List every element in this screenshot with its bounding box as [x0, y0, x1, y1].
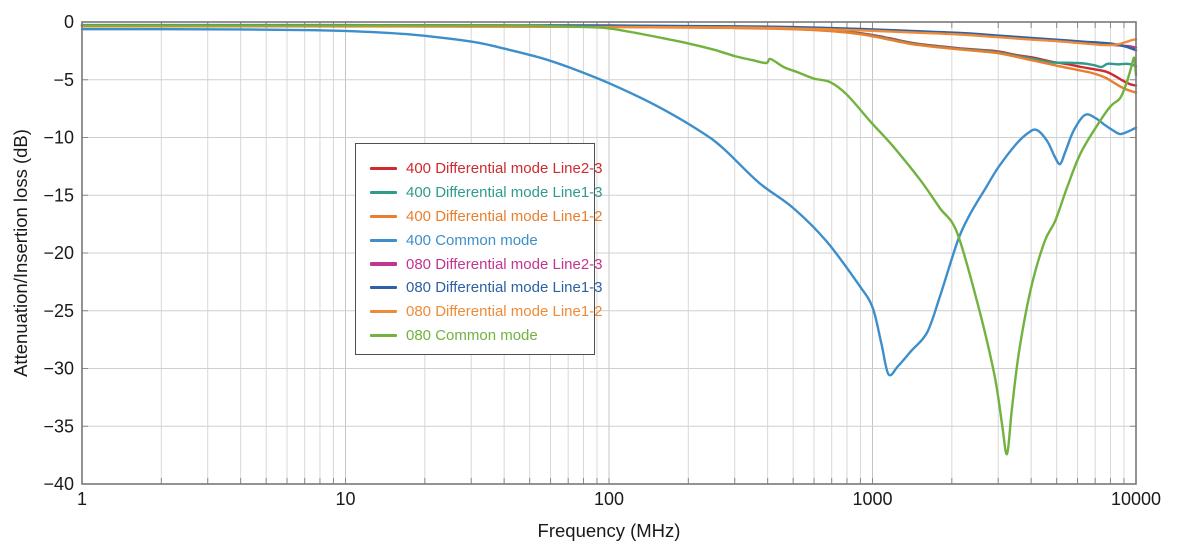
y-axis-title: Attenuation/Insertion loss (dB) — [10, 129, 31, 377]
series-line-3 — [80, 28, 1138, 377]
legend-item-label: 400 Common mode — [406, 231, 538, 249]
y-tick-label: −10 — [43, 128, 74, 148]
x-tick-label: 10 — [335, 489, 355, 509]
x-tick-label: 10000 — [1111, 489, 1161, 509]
legend-line-swatch — [370, 262, 397, 266]
legend-line-swatch — [370, 214, 397, 219]
series-line-7 — [80, 24, 1138, 456]
legend-line-swatch — [370, 191, 397, 195]
legend-line-swatch — [370, 238, 397, 242]
legend-item-6: 080 Differential mode Line1-2 — [370, 300, 603, 324]
legend-item-1: 400 Differential mode Line1-3 — [370, 181, 603, 205]
legend-item-label: 400 Differential mode Line1-2 — [406, 207, 603, 225]
plot-border — [81, 21, 1137, 485]
y-tick-label: −15 — [43, 185, 74, 205]
y-tick-label: −20 — [43, 243, 74, 263]
x-axis-title: Frequency (MHz) — [537, 520, 681, 541]
legend-box: 400 Differential mode Line2-3 400 Differe… — [355, 143, 603, 355]
y-tick-label: 0 — [64, 12, 74, 32]
legend-item-7: 080 Common mode — [370, 324, 594, 348]
y-tick-label: −35 — [43, 416, 74, 436]
legend-item-label: 080 Differential mode Line2-3 — [406, 255, 603, 273]
legend-item-3: 400 Common mode — [370, 228, 594, 252]
legend-item-5: 080 Differential mode Line1-3 — [370, 276, 603, 300]
legend-item-2: 400 Differential mode Line1-2 — [370, 205, 603, 229]
y-tick-label: −5 — [53, 70, 74, 90]
legend-item-label: 400 Differential mode Line2-3 — [406, 160, 603, 178]
y-tick-label: −30 — [43, 359, 74, 379]
legend-item-0: 400 Differential mode Line2-3 — [370, 157, 603, 181]
x-tick-label: 1000 — [852, 489, 892, 509]
legend-item-label: 080 Differential mode Line1-2 — [406, 303, 603, 321]
legend-item-label: 080 Common mode — [406, 326, 538, 344]
y-tick-label: −25 — [43, 301, 74, 321]
legend-item-label: 080 Differential mode Line1-3 — [406, 279, 603, 297]
legend-line-swatch — [370, 333, 397, 338]
y-tick-label: −40 — [43, 474, 74, 494]
legend-line-swatch — [370, 167, 397, 171]
legend-item-4: 080 Differential mode Line2-3 — [370, 252, 603, 276]
legend-line-swatch — [370, 310, 397, 314]
x-tick-label: 100 — [594, 489, 624, 509]
x-tick-label: 1 — [77, 489, 87, 509]
legend-item-label: 400 Differential mode Line1-3 — [406, 184, 603, 202]
legend-line-swatch — [370, 286, 397, 290]
